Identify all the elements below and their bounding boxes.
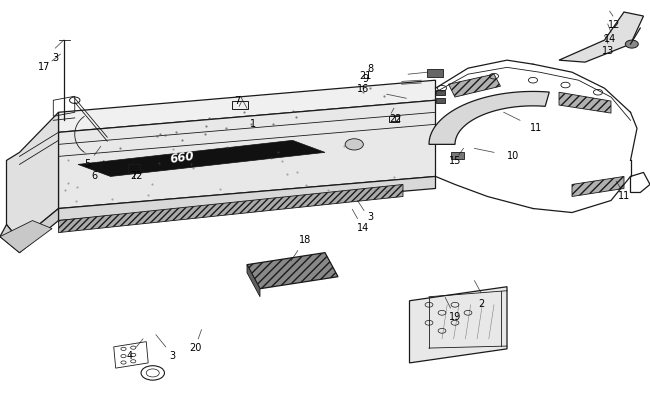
Text: 11: 11 <box>618 191 630 200</box>
Text: 22: 22 <box>130 171 143 180</box>
Polygon shape <box>58 100 436 209</box>
Text: 22: 22 <box>389 115 402 124</box>
Text: 6: 6 <box>91 171 98 180</box>
Polygon shape <box>559 12 644 62</box>
Text: 21: 21 <box>359 71 372 81</box>
Polygon shape <box>0 221 52 253</box>
Text: 2: 2 <box>478 299 484 309</box>
Text: 660: 660 <box>169 150 195 166</box>
Polygon shape <box>58 176 436 221</box>
FancyBboxPatch shape <box>436 90 445 95</box>
Text: 3: 3 <box>367 213 374 222</box>
Text: 18: 18 <box>300 235 311 245</box>
Circle shape <box>345 139 363 150</box>
Polygon shape <box>58 184 403 233</box>
Text: 8: 8 <box>367 64 374 74</box>
Text: 3: 3 <box>52 53 58 63</box>
Text: 11: 11 <box>530 123 542 132</box>
Text: 13: 13 <box>602 47 614 56</box>
Text: 12: 12 <box>608 20 621 30</box>
Polygon shape <box>6 112 58 241</box>
Polygon shape <box>247 253 338 289</box>
Polygon shape <box>78 140 325 176</box>
Circle shape <box>625 40 638 48</box>
FancyBboxPatch shape <box>427 69 443 77</box>
FancyBboxPatch shape <box>451 152 464 159</box>
Polygon shape <box>58 80 436 132</box>
Polygon shape <box>410 287 507 363</box>
Polygon shape <box>572 176 624 196</box>
Text: 14: 14 <box>357 223 369 233</box>
Polygon shape <box>0 209 58 253</box>
Text: 10: 10 <box>508 151 519 160</box>
Polygon shape <box>448 74 500 97</box>
Text: 3: 3 <box>169 351 176 361</box>
Polygon shape <box>559 92 611 113</box>
Text: 9: 9 <box>362 74 369 84</box>
Polygon shape <box>247 265 260 297</box>
Text: 7: 7 <box>234 96 240 106</box>
Text: 20: 20 <box>188 343 202 353</box>
Text: 5: 5 <box>84 159 91 168</box>
Polygon shape <box>429 91 549 144</box>
Text: 19: 19 <box>449 312 461 322</box>
Text: 15: 15 <box>448 156 461 166</box>
Text: 17: 17 <box>38 63 51 72</box>
Text: 16: 16 <box>357 84 369 94</box>
Text: 14: 14 <box>604 34 616 44</box>
Text: 4: 4 <box>127 351 133 361</box>
Text: 1: 1 <box>250 119 257 129</box>
FancyBboxPatch shape <box>436 98 445 103</box>
